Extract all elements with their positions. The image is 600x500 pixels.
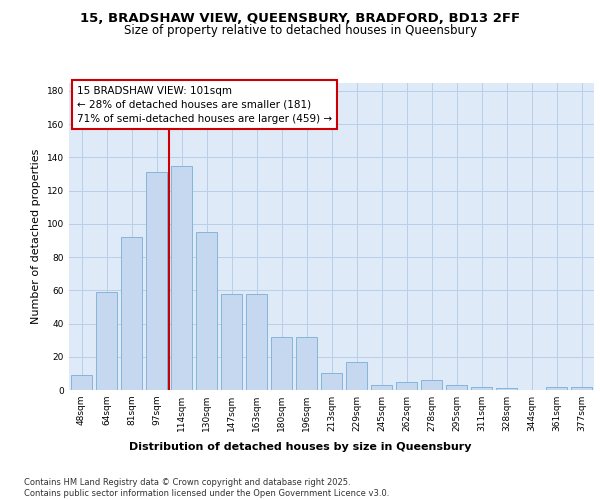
Bar xyxy=(446,385,467,390)
Bar xyxy=(96,292,117,390)
Bar xyxy=(346,362,367,390)
Bar xyxy=(321,374,342,390)
Text: 15, BRADSHAW VIEW, QUEENSBURY, BRADFORD, BD13 2FF: 15, BRADSHAW VIEW, QUEENSBURY, BRADFORD,… xyxy=(80,12,520,26)
Bar xyxy=(371,385,392,390)
Bar xyxy=(246,294,267,390)
Bar xyxy=(296,337,317,390)
Bar xyxy=(221,294,242,390)
Bar xyxy=(171,166,192,390)
Bar xyxy=(471,386,492,390)
Bar xyxy=(571,386,592,390)
Text: Distribution of detached houses by size in Queensbury: Distribution of detached houses by size … xyxy=(129,442,471,452)
Bar xyxy=(396,382,417,390)
Text: Size of property relative to detached houses in Queensbury: Size of property relative to detached ho… xyxy=(124,24,476,37)
Bar xyxy=(121,237,142,390)
Bar xyxy=(421,380,442,390)
Bar xyxy=(71,375,92,390)
Text: 15 BRADSHAW VIEW: 101sqm
← 28% of detached houses are smaller (181)
71% of semi-: 15 BRADSHAW VIEW: 101sqm ← 28% of detach… xyxy=(77,86,332,124)
Text: Contains HM Land Registry data © Crown copyright and database right 2025.
Contai: Contains HM Land Registry data © Crown c… xyxy=(24,478,389,498)
Bar xyxy=(196,232,217,390)
Bar xyxy=(546,386,567,390)
Bar xyxy=(271,337,292,390)
Y-axis label: Number of detached properties: Number of detached properties xyxy=(31,148,41,324)
Bar xyxy=(496,388,517,390)
Bar xyxy=(146,172,167,390)
